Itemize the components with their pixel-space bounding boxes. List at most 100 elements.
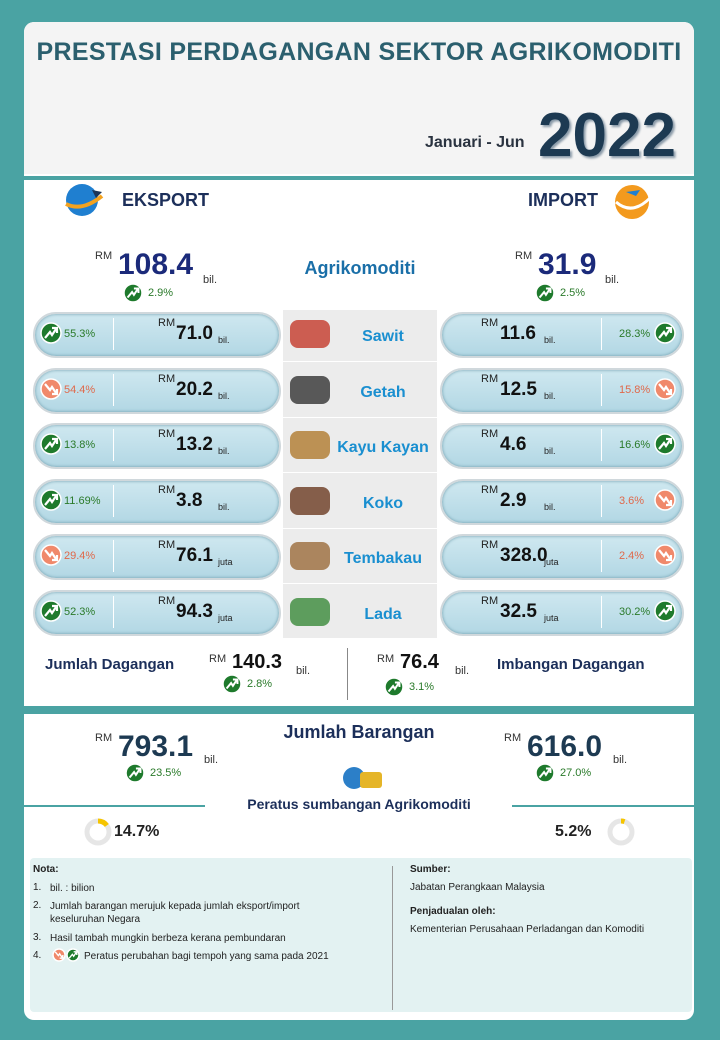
currency: RM [481, 594, 499, 607]
trend-arrow [654, 599, 676, 622]
share-donut [607, 818, 635, 846]
note-text: Hasil tambah mungkin berbeza kerana pemb… [50, 933, 286, 944]
trend-arrow [654, 433, 676, 455]
pill-divider [113, 595, 114, 628]
source-title: Sumber: [410, 864, 451, 875]
row-pill [33, 478, 281, 525]
trend-arrow [654, 544, 676, 566]
unit: bil. [544, 501, 556, 512]
trend-arrow [40, 599, 62, 622]
unit: bil. [544, 335, 556, 345]
currency: RM [95, 250, 113, 262]
value: 140.3 [232, 651, 283, 673]
change: 52.3% [64, 605, 96, 618]
share-rule [512, 805, 694, 807]
trend-arrow [52, 948, 66, 962]
trend-arrow [66, 948, 80, 962]
value: 20.2 [176, 378, 213, 400]
value: 94.3 [176, 600, 213, 622]
unit: bil. [218, 335, 230, 345]
commodity-name: Sawit [362, 328, 404, 345]
value: 3.8 [176, 489, 203, 511]
change: 28.3% [619, 328, 651, 340]
unit: bil. [544, 446, 556, 456]
trend-arrow [40, 544, 62, 566]
unit: bil. [605, 274, 620, 286]
pill-divider [113, 540, 114, 572]
pill-divider [601, 318, 602, 350]
currency: RM [158, 428, 176, 440]
compiled-title: Penjadualan oleh: [410, 906, 496, 917]
export-label: EKSPORT [122, 190, 210, 210]
notes-divider [392, 866, 393, 1010]
unit: bil. [204, 754, 219, 766]
currency: RM [158, 539, 176, 551]
unit: bil. [218, 501, 230, 512]
trend-arrow [535, 283, 555, 303]
share-donut [84, 818, 112, 846]
value: 328.0 [500, 545, 548, 566]
center-column [283, 310, 437, 638]
value: 616.0 [527, 730, 603, 763]
unit: bil. [455, 665, 470, 677]
compiled-text: Kementerian Perusahaan Perladangan dan K… [410, 924, 645, 935]
change: 23.5% [150, 767, 182, 779]
pill-divider [113, 429, 114, 461]
change: 3.1% [409, 681, 435, 693]
row-pill [440, 478, 684, 525]
header-bg [24, 22, 694, 174]
commodity-icon [290, 486, 330, 515]
trend-arrow [654, 377, 676, 400]
notes-panel [30, 858, 692, 1012]
row-pill [440, 312, 684, 358]
note-number: 1. [33, 882, 42, 893]
pill-divider [113, 373, 114, 406]
currency: RM [209, 653, 227, 665]
pill-divider [601, 373, 602, 406]
balance-label: Imbangan Dagangan [497, 656, 645, 673]
currency: RM [515, 250, 533, 262]
value: 108.4 [118, 248, 194, 281]
header-rule [24, 176, 694, 180]
divider [347, 648, 348, 700]
unit: bil. [613, 754, 628, 766]
trend-arrow [40, 433, 62, 455]
section-rule [24, 706, 694, 714]
commodity-icon [290, 542, 330, 570]
note-number: 4. [33, 950, 42, 961]
row-pill [33, 367, 281, 414]
currency: RM [481, 483, 499, 496]
row-pill [440, 534, 684, 580]
value: 11.6 [500, 323, 536, 344]
share-arc [607, 818, 635, 846]
goods-label: Jumlah Barangan [283, 722, 435, 742]
currency: RM [377, 653, 395, 665]
import-label: IMPORT [528, 190, 598, 210]
change: 2.5% [560, 287, 586, 299]
commodity-icon [290, 375, 330, 404]
commodity-name: Lada [364, 605, 402, 623]
export-icon [65, 184, 104, 216]
row-pill [33, 312, 281, 358]
row-pill [33, 423, 281, 469]
currency: RM [481, 317, 499, 329]
currency: RM [158, 317, 176, 329]
change: 11.69% [64, 494, 101, 507]
import-icon [615, 185, 652, 219]
row-rule [283, 416, 437, 418]
value: 13.2 [176, 434, 213, 455]
unit: bil. [218, 390, 230, 401]
note-number: 3. [33, 932, 42, 943]
value: 71.0 [176, 323, 213, 344]
note-text: Peratus perubahan bagi tempoh yang sama … [84, 951, 329, 962]
change: 27.0% [560, 767, 592, 779]
pill-divider [113, 484, 114, 517]
unit: bil. [296, 665, 311, 677]
trend-arrow [125, 763, 145, 783]
title: PRESTASI PERDAGANGAN SEKTOR AGRIKOMODITI [36, 38, 682, 66]
commodity-icon [290, 320, 330, 348]
value: 12.5 [500, 378, 537, 400]
row-rule [283, 527, 437, 529]
currency: RM [158, 594, 176, 607]
notes-title: Nota: [33, 864, 59, 875]
